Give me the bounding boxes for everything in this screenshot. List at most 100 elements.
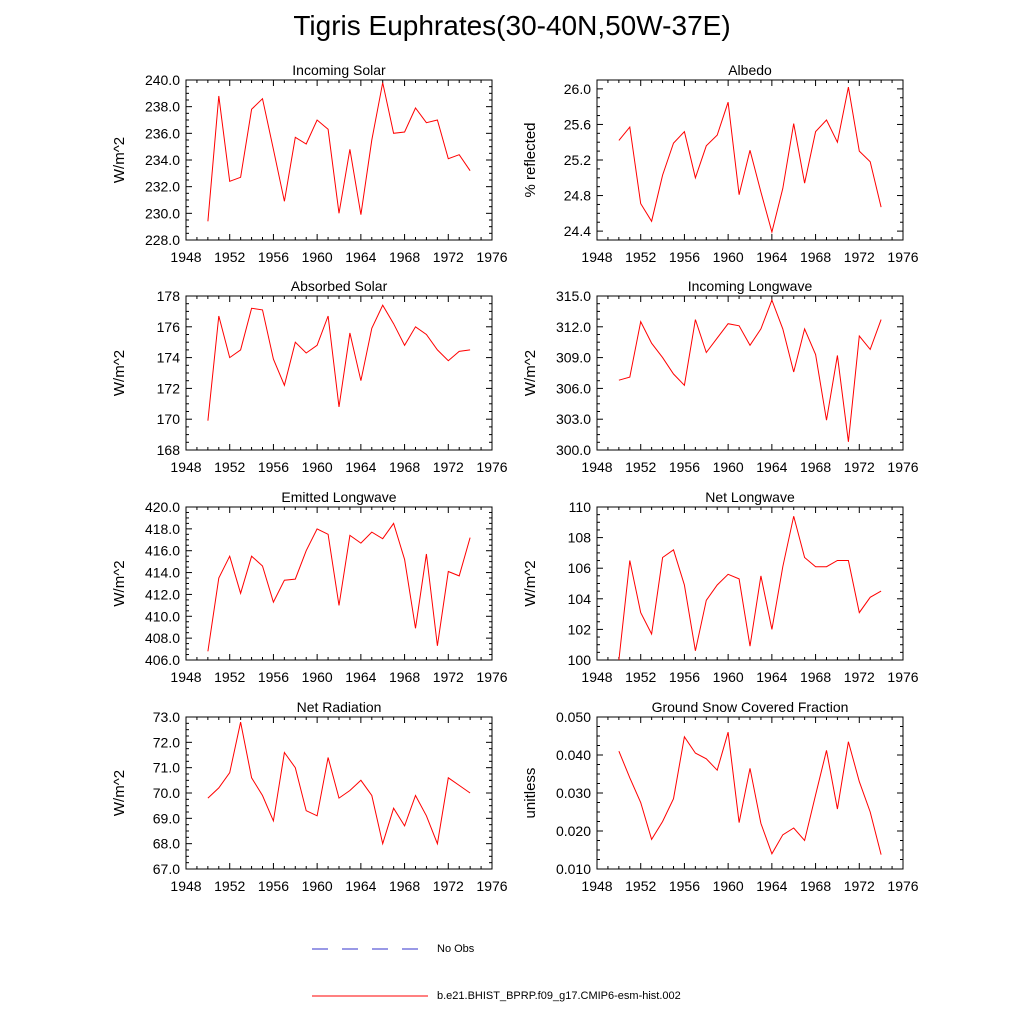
x-tick-label: 1972 xyxy=(844,669,875,685)
panel-title: Ground Snow Covered Fraction xyxy=(652,699,849,715)
legend-obs-label: No Obs xyxy=(437,943,475,955)
y-tick-label: 228.0 xyxy=(145,232,180,248)
y-tick-label: 24.8 xyxy=(564,188,591,204)
x-tick-label: 1972 xyxy=(844,459,875,475)
y-tick-label: 0.030 xyxy=(556,785,591,801)
x-tick-label: 1960 xyxy=(302,249,333,265)
x-tick-label: 1956 xyxy=(258,249,289,265)
y-tick-label: 24.4 xyxy=(564,223,591,239)
x-tick-label: 1964 xyxy=(756,459,787,475)
series-line xyxy=(207,721,471,846)
y-tick-label: 73.0 xyxy=(153,709,180,725)
x-tick-label: 1976 xyxy=(887,878,918,894)
x-tick-label: 1960 xyxy=(302,669,333,685)
y-tick-label: 168 xyxy=(157,442,181,458)
y-tick-label: 418.0 xyxy=(145,521,180,537)
y-tick-label: 309.0 xyxy=(556,350,591,366)
x-tick-label: 1976 xyxy=(476,669,507,685)
panel-title: Emitted Longwave xyxy=(281,489,396,505)
panel-title: Net Longwave xyxy=(705,489,795,505)
x-tick-label: 1948 xyxy=(170,669,201,685)
y-tick-label: 170 xyxy=(157,411,181,427)
x-tick-label: 1972 xyxy=(433,459,464,475)
y-tick-label: 300.0 xyxy=(556,442,591,458)
x-tick-label: 1948 xyxy=(581,669,612,685)
x-tick-label: 1968 xyxy=(800,878,831,894)
x-tick-label: 1976 xyxy=(476,249,507,265)
y-tick-label: 408.0 xyxy=(145,630,180,646)
page-title: Tigris Euphrates(30-40N,50W-37E) xyxy=(293,10,731,41)
chart-panel-8: 1948 1952 1956 1960 1964 1968 1972 1976 0.010 0.0… xyxy=(522,699,919,894)
panel-title: Incoming Longwave xyxy=(688,278,813,294)
x-tick-label: 1968 xyxy=(389,878,420,894)
y-tick-label: 108 xyxy=(568,530,592,546)
series-line xyxy=(207,82,471,222)
x-tick-label: 1952 xyxy=(625,459,656,475)
x-tick-label: 1960 xyxy=(713,669,744,685)
y-axis-label: W/m^2 xyxy=(111,770,128,816)
x-tick-label: 1972 xyxy=(433,878,464,894)
y-tick-label: 420.0 xyxy=(145,499,180,515)
panel-title: Absorbed Solar xyxy=(291,278,388,294)
y-tick-label: 306.0 xyxy=(556,380,591,396)
series-line xyxy=(618,298,882,442)
x-tick-label: 1968 xyxy=(389,669,420,685)
y-tick-label: 312.0 xyxy=(556,319,591,335)
y-axis-label: W/m^2 xyxy=(522,560,539,606)
x-tick-label: 1968 xyxy=(389,459,420,475)
x-tick-label: 1960 xyxy=(713,459,744,475)
y-tick-label: 0.010 xyxy=(556,861,591,877)
x-tick-label: 1948 xyxy=(581,249,612,265)
y-tick-label: 232.0 xyxy=(145,179,180,195)
y-tick-label: 0.050 xyxy=(556,709,591,725)
x-tick-label: 1968 xyxy=(389,249,420,265)
y-tick-label: 240.0 xyxy=(145,72,180,88)
x-tick-label: 1952 xyxy=(625,669,656,685)
x-tick-label: 1948 xyxy=(170,878,201,894)
chart-panel-7: 1948 1952 1956 1960 1964 1968 1972 1976 67.0 68.0… xyxy=(111,699,508,894)
panel-title: Albedo xyxy=(728,62,772,78)
x-tick-label: 1948 xyxy=(581,878,612,894)
y-tick-label: 176 xyxy=(157,319,181,335)
x-tick-label: 1976 xyxy=(887,459,918,475)
x-tick-label: 1976 xyxy=(887,669,918,685)
y-tick-label: 110 xyxy=(569,499,592,515)
series-line xyxy=(618,516,882,661)
y-tick-label: 406.0 xyxy=(145,652,180,668)
y-tick-label: 172 xyxy=(157,380,181,396)
legend-model-label: b.e21.BHIST_BPRP.f09_g17.CMIP6-esm-hist.… xyxy=(437,990,681,1002)
y-tick-label: 72.0 xyxy=(153,734,180,750)
series-line xyxy=(618,87,882,234)
x-tick-label: 1956 xyxy=(258,878,289,894)
y-tick-label: 68.0 xyxy=(153,836,180,852)
x-tick-label: 1964 xyxy=(345,878,376,894)
x-tick-label: 1960 xyxy=(713,249,744,265)
y-tick-label: 71.0 xyxy=(153,760,180,776)
y-axis-label: W/m^2 xyxy=(111,350,128,396)
x-tick-label: 1956 xyxy=(258,459,289,475)
chart-panel-4: 1948 1952 1956 1960 1964 1968 1972 1976 300.0 303… xyxy=(522,278,919,475)
y-tick-label: 410.0 xyxy=(145,608,180,624)
chart-panel-6: 1948 1952 1956 1960 1964 1968 1972 1976 100 102 10… xyxy=(522,489,919,685)
y-tick-label: 102 xyxy=(568,621,592,637)
x-tick-label: 1976 xyxy=(476,878,507,894)
y-tick-label: 238.0 xyxy=(145,99,180,115)
x-tick-label: 1952 xyxy=(214,878,245,894)
x-tick-label: 1948 xyxy=(170,459,201,475)
x-tick-label: 1964 xyxy=(756,669,787,685)
panel-title: Incoming Solar xyxy=(292,62,386,78)
y-tick-label: 26.0 xyxy=(564,81,591,97)
x-tick-label: 1964 xyxy=(345,669,376,685)
y-tick-label: 0.020 xyxy=(556,823,591,839)
x-tick-label: 1956 xyxy=(258,669,289,685)
x-tick-label: 1952 xyxy=(214,249,245,265)
x-tick-label: 1976 xyxy=(476,459,507,475)
y-tick-label: 0.040 xyxy=(556,747,591,763)
x-tick-label: 1972 xyxy=(844,249,875,265)
y-tick-label: 236.0 xyxy=(145,125,180,141)
series-line xyxy=(207,304,471,421)
y-tick-label: 67.0 xyxy=(153,861,180,877)
y-tick-label: 106 xyxy=(568,560,592,576)
